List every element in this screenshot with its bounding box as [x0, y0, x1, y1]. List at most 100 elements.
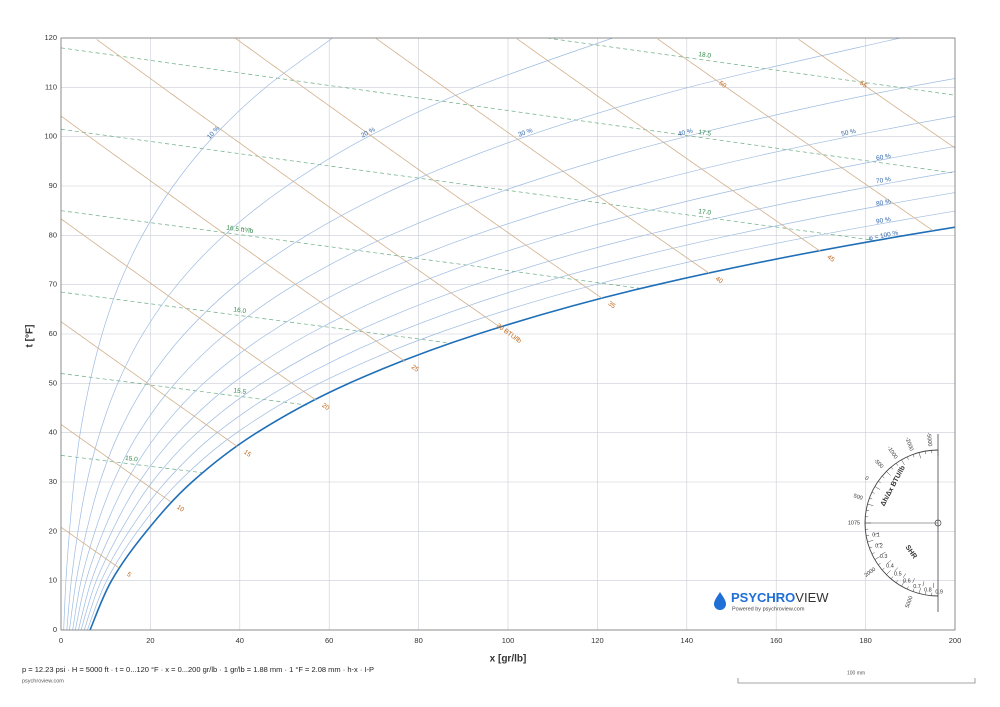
protractor-tick [918, 587, 921, 594]
protractor-tick [867, 540, 874, 543]
protractor-tick [881, 475, 885, 479]
protractor-tick [906, 586, 909, 590]
y-tick-label: 20 [49, 526, 57, 535]
shr-label: 0.2 [875, 543, 883, 549]
protractor-tick [871, 552, 875, 555]
volume-line [61, 373, 307, 406]
protractor-tick [912, 588, 915, 592]
y-tick-label: 30 [49, 477, 57, 486]
x-tick-label: 120 [591, 636, 604, 645]
logo: PSYCHROVIEW Powered by psychroview.com [714, 590, 829, 612]
protractor-tick [871, 491, 875, 494]
volume-label: 17.5 [698, 129, 712, 138]
y-tick-label: 120 [44, 33, 57, 42]
volume-line [61, 128, 877, 242]
shr-label: 0.6 [903, 579, 911, 585]
x-tick-label: 100 [502, 636, 515, 645]
x-tick-label: 200 [949, 636, 962, 645]
x-tick-label: 140 [681, 636, 694, 645]
rh-curve [72, 78, 955, 630]
rh-curve [66, 38, 613, 630]
shr-tick [881, 551, 886, 555]
rh-label: 60 % [876, 153, 892, 163]
enthalpy-label: 40 [714, 275, 724, 285]
logo-brand-a-text: PSYCHRO [731, 590, 795, 605]
shr-label: 0.8 [924, 588, 932, 594]
plot-area [61, 38, 955, 630]
saturation-curve [89, 226, 955, 630]
x-axis-label: x [gr/lb] [490, 654, 527, 665]
shr-label: 0.4 [886, 563, 894, 569]
y-tick-label: 80 [49, 230, 57, 239]
protractor-tick [925, 451, 927, 455]
protractor-label: -5000 [925, 432, 932, 447]
y-tick-label: 100 [44, 132, 57, 141]
enthalpy-line [657, 38, 933, 231]
shr-label: 0.9 [935, 589, 943, 595]
y-axis-label: t [°F] [25, 325, 36, 348]
shr-tick [902, 573, 906, 578]
volume-label: 15.0 [125, 455, 139, 464]
rh-curve [80, 171, 955, 630]
enthalpy-label: 50 [717, 80, 727, 90]
y-tick-label: 110 [45, 82, 57, 91]
y-tick-label: 70 [49, 280, 57, 289]
shr-label: 0.7 [913, 584, 921, 590]
enthalpy-line [516, 38, 822, 252]
volume-line [546, 38, 955, 96]
volume-label: 16.0 [233, 306, 247, 315]
volume-line [61, 291, 453, 344]
protractor-tick [866, 510, 870, 512]
enthalpy-label: 35 [607, 300, 617, 310]
protractor-tick [918, 452, 921, 459]
shr-label: 0.1 [872, 532, 880, 538]
logo-brand-a: PSYCHROVIEW [731, 590, 829, 605]
enthalpy-label: 20 [320, 402, 330, 412]
enthalpy-label: 15 [242, 449, 252, 459]
volume-label: 16.5 ft³/lb [226, 225, 254, 236]
protractor-tick [912, 454, 915, 458]
shr-tick [886, 560, 892, 564]
enthalpy-line [96, 39, 500, 327]
shr-label: 0.3 [880, 554, 888, 560]
shr-tick [873, 533, 879, 535]
protractor-tick [890, 576, 894, 580]
volume-label: 17.0 [698, 208, 712, 217]
shr-tick [894, 567, 899, 572]
enthalpy-line [61, 424, 171, 502]
volume-label: 18.0 [698, 51, 712, 60]
protractor-tick [878, 562, 881, 566]
rh-label: 50 % [841, 128, 857, 138]
protractor-tick [901, 459, 905, 466]
rh-label: 80 % [876, 198, 892, 208]
rh-curve [63, 38, 333, 630]
footer-site: psychroview.com [22, 678, 64, 684]
logo-drop [714, 592, 726, 610]
rh-label: 40 % [677, 128, 693, 138]
protractor-tick [874, 486, 881, 490]
rh-curve [87, 210, 955, 630]
volume-label: 15.5 [233, 387, 247, 396]
x-tick-label: 40 [236, 636, 244, 645]
rh-label: 70 % [876, 176, 892, 185]
protractor-label: 1075 [848, 520, 860, 526]
rh-label: 30 % [517, 127, 533, 139]
protractor-tick [895, 580, 899, 583]
protractor-tick [890, 466, 894, 470]
rh-curve [69, 38, 901, 630]
protractor-tick [867, 503, 874, 506]
protractor-tick [886, 570, 891, 575]
enthalpy-line [61, 115, 406, 362]
x-tick-label: 60 [325, 636, 333, 645]
y-tick-label: 0 [53, 625, 57, 634]
protractor-tick [925, 591, 927, 595]
protractor-tick [874, 556, 881, 560]
footer-info: p = 12.23 psi · H = 5000 ft · t = 0...12… [22, 665, 374, 674]
y-tick-label: 90 [49, 181, 57, 190]
y-tick-label: 60 [49, 329, 57, 338]
plot-frame [60, 37, 956, 631]
shr-tick [912, 578, 915, 583]
logo-brand-b: VIEW [795, 590, 829, 605]
